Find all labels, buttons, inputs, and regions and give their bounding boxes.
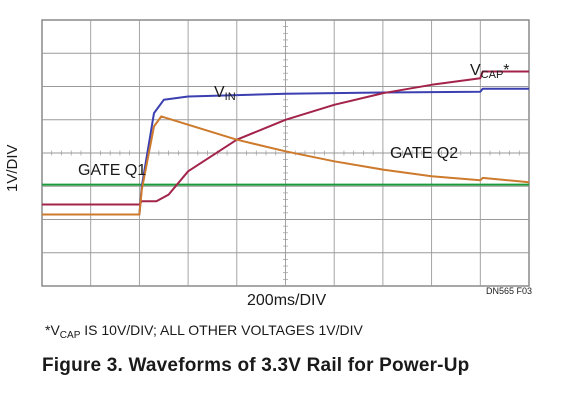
label-gate-q2: GATE Q2 [390, 145, 458, 163]
x-axis-label: 200ms/DIV [247, 292, 327, 309]
label-vin: VIN [214, 84, 236, 103]
footnote: *VCAP IS 10V/DIV; ALL OTHER VOLTAGES 1V/… [45, 322, 363, 341]
scope-plot [41, 19, 530, 287]
label-gate-q1-text: GATE Q1 [78, 162, 147, 179]
figure-title: Figure 3. Waveforms of 3.3V Rail for Pow… [42, 355, 470, 376]
label-vcap-suffix: * [503, 62, 510, 79]
footnote-post: IS 10V/DIV; ALL OTHER VOLTAGES 1V/DIV [80, 322, 363, 338]
label-vcap: VCAP* [470, 62, 510, 81]
trace-vcap [42, 70, 529, 206]
label-vcap-main: V [470, 62, 481, 79]
y-axis-label: 1V/DIV [4, 144, 21, 192]
trace-gate-q2 [42, 115, 530, 216]
figure-code: DN565 F03 [486, 286, 533, 296]
label-vin-sub: IN [224, 91, 236, 103]
traces [42, 70, 530, 216]
label-gate-q1: GATE Q1 [78, 162, 146, 180]
footnote-sub: CAP [59, 330, 81, 341]
footnote-pre: *V [45, 322, 60, 338]
label-vcap-sub: CAP [480, 69, 504, 81]
grid [42, 20, 529, 286]
label-gate-q2-text: GATE Q2 [390, 145, 459, 162]
label-vin-main: V [214, 84, 225, 101]
